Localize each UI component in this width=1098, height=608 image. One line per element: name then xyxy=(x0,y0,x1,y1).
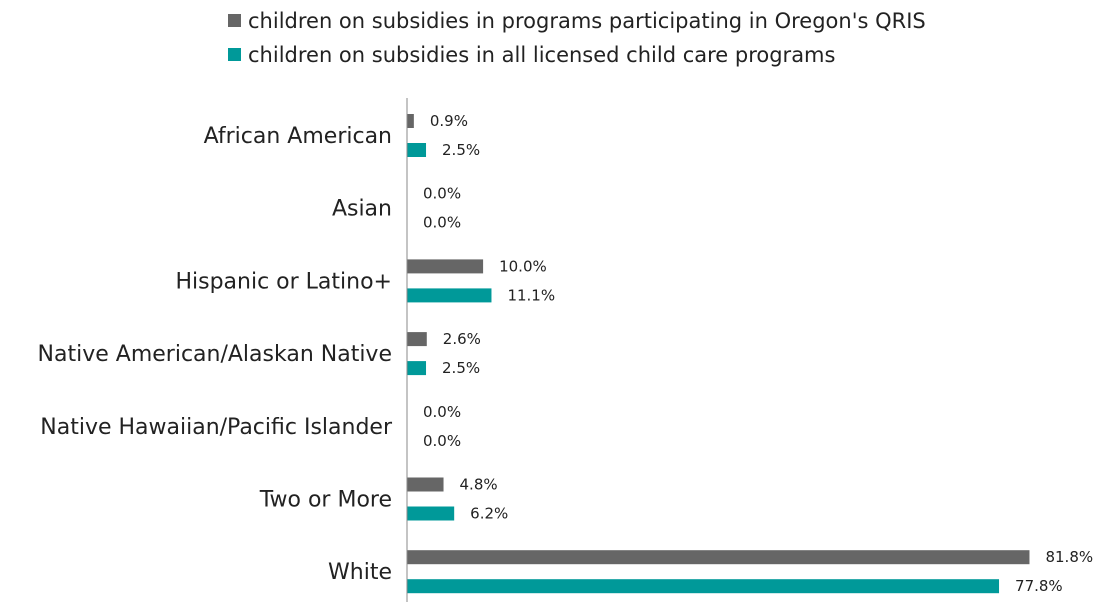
data-label-series-2: 11.1% xyxy=(507,286,555,304)
category-label: White xyxy=(328,560,392,585)
category-label: Native Hawaiian/Pacific Islander xyxy=(40,415,393,440)
data-label-series-2: 77.8% xyxy=(1015,577,1063,595)
legend: children on subsidies in programs partic… xyxy=(228,9,926,67)
category-label: Two or More xyxy=(259,488,392,513)
category-labels: African American Asian Hispanic or Latino+… xyxy=(38,124,393,585)
bar-series-2 xyxy=(407,506,455,521)
legend-label-2: children on subsidies in all licensed ch… xyxy=(248,43,835,67)
data-label-series-2: 0.0% xyxy=(423,432,461,450)
data-label-series-1: 0.0% xyxy=(423,185,461,203)
data-label-series-1: 0.0% xyxy=(423,403,461,421)
legend-swatch-1 xyxy=(228,14,241,27)
bar-series-2 xyxy=(407,143,427,157)
bar-series-1 xyxy=(407,114,414,128)
category-label: Asian xyxy=(332,197,392,222)
bar-series-2 xyxy=(407,361,427,376)
data-label-series-2: 2.5% xyxy=(442,359,480,377)
category-label: Hispanic or Latino+ xyxy=(175,269,392,294)
legend-swatch-2 xyxy=(228,48,241,61)
data-label-series-2: 2.5% xyxy=(442,141,480,159)
category-label: Native American/Alaskan Native xyxy=(38,342,392,367)
legend-label-1: children on subsidies in programs partic… xyxy=(248,9,926,33)
bars xyxy=(407,114,1030,594)
bar-series-1 xyxy=(407,550,1030,565)
bar-series-2 xyxy=(407,579,1000,594)
bar-series-2 xyxy=(407,288,492,303)
data-label-series-1: 0.9% xyxy=(430,112,468,130)
data-label-series-1: 4.8% xyxy=(460,476,498,494)
data-label-series-1: 2.6% xyxy=(443,330,481,348)
data-label-series-2: 6.2% xyxy=(470,505,508,523)
bar-series-1 xyxy=(407,477,444,492)
bar-series-1 xyxy=(407,259,484,274)
bar-series-1 xyxy=(407,332,427,347)
data-label-series-2: 0.0% xyxy=(423,214,461,232)
value-labels: 0.9% 0.0% 10.0% 2.6% 0.0% 4.8% 81.8% 2.5% 0.0% 11… xyxy=(423,112,1093,595)
category-label: African American xyxy=(204,124,392,149)
data-label-series-1: 81.8% xyxy=(1045,548,1093,566)
data-label-series-1: 10.0% xyxy=(499,257,547,275)
